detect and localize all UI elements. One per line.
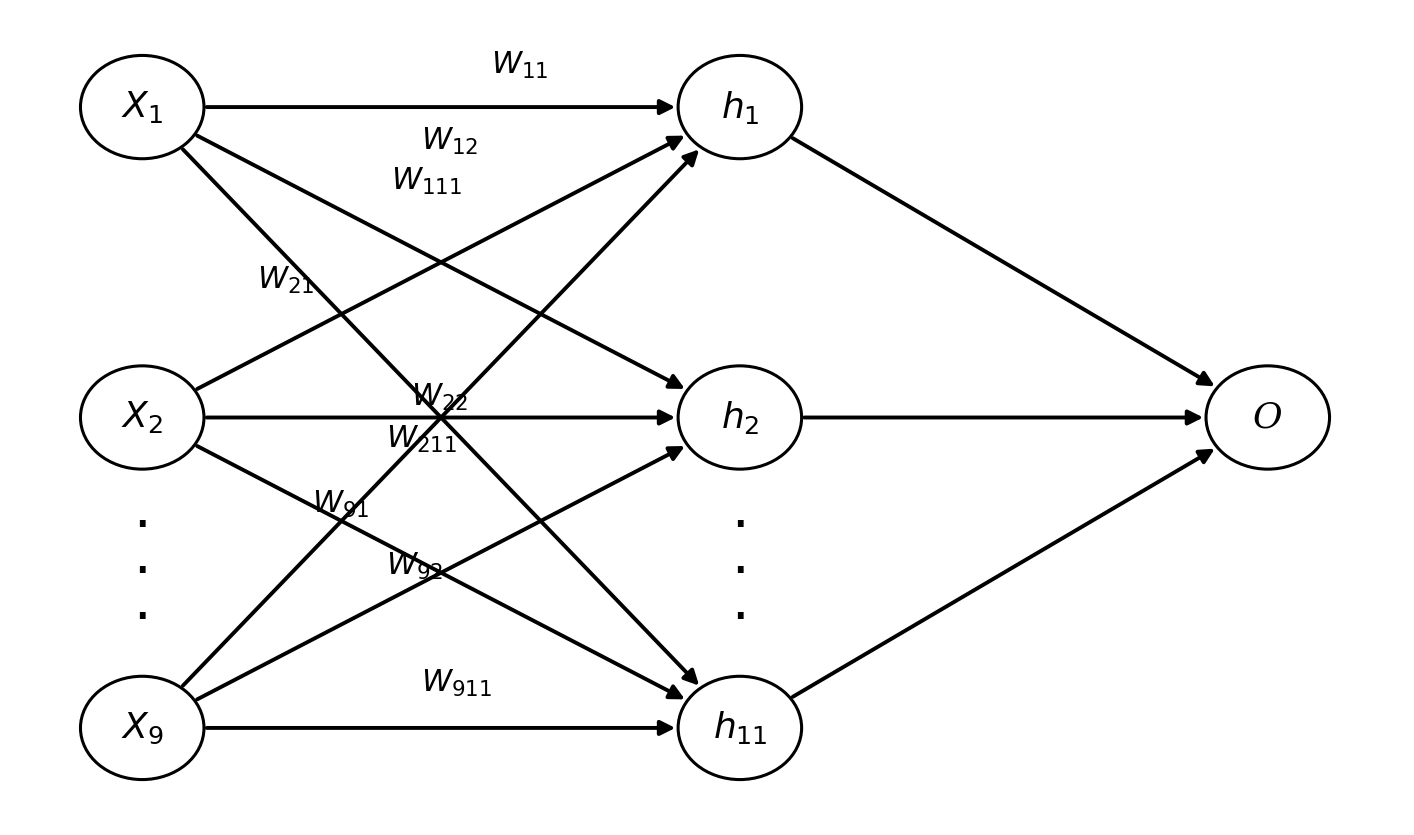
Text: $h_{2}$: $h_{2}$: [721, 399, 759, 436]
Text: $X_{9}$: $X_{9}$: [120, 711, 164, 746]
Text: $W_{91}$: $W_{91}$: [311, 488, 369, 520]
Text: $W_{911}$: $W_{911}$: [421, 668, 492, 699]
Ellipse shape: [1206, 366, 1329, 469]
Ellipse shape: [81, 366, 204, 469]
Text: $X_{2}$: $X_{2}$: [122, 399, 163, 436]
Text: $W_{92}$: $W_{92}$: [386, 550, 443, 581]
Text: $W_{111}$: $W_{111}$: [392, 166, 462, 197]
Text: $W_{211}$: $W_{211}$: [386, 424, 457, 455]
Text: $h_{11}$: $h_{11}$: [713, 710, 768, 746]
Ellipse shape: [679, 676, 802, 780]
Ellipse shape: [81, 55, 204, 159]
Text: $h_{1}$: $h_{1}$: [721, 89, 759, 125]
Text: O: O: [1253, 401, 1282, 434]
Ellipse shape: [679, 366, 802, 469]
Text: $W_{11}$: $W_{11}$: [491, 50, 549, 81]
Ellipse shape: [81, 676, 204, 780]
Text: $W_{21}$: $W_{21}$: [257, 266, 314, 296]
Text: ·
·
·: · · ·: [731, 501, 748, 646]
Text: $X_{1}$: $X_{1}$: [122, 89, 163, 125]
Text: $W_{22}$: $W_{22}$: [411, 382, 468, 412]
Ellipse shape: [679, 55, 802, 159]
Text: ·
·
·: · · ·: [133, 501, 151, 646]
Text: $W_{12}$: $W_{12}$: [421, 126, 478, 157]
